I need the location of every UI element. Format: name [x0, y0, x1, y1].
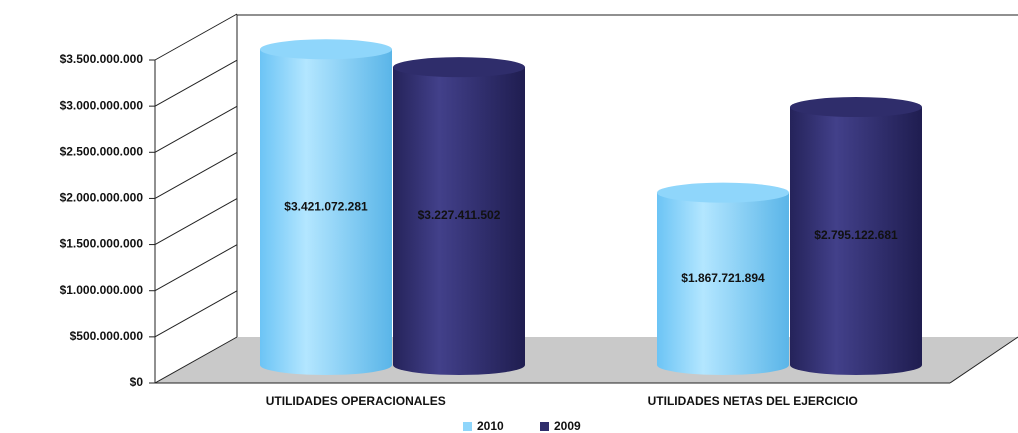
- data-label: $2.795.122.681: [814, 228, 898, 242]
- y-tick-label: $0: [130, 375, 144, 389]
- x-tick-label: UTILIDADES OPERACIONALES: [266, 394, 446, 408]
- legend-swatch: [540, 422, 549, 431]
- grid-line: [154, 105, 238, 153]
- y-tick-label: $1.000.000.000: [60, 283, 144, 297]
- grid-line: [154, 290, 238, 338]
- cylinder-top: [393, 57, 525, 78]
- y-tick-label: $1.500.000.000: [60, 237, 144, 251]
- data-label: $1.867.721.894: [681, 271, 765, 285]
- grid-line: [154, 198, 238, 246]
- grid-line: [154, 13, 238, 61]
- grid-line: [154, 336, 238, 384]
- y-tick-label: $500.000.000: [70, 329, 144, 343]
- cylinder-body: [260, 49, 392, 375]
- legend-label: 2009: [554, 419, 581, 433]
- floor-edge: [949, 336, 1018, 384]
- grid-line: [154, 59, 238, 107]
- data-label: $3.421.072.281: [284, 199, 368, 213]
- cylinder-top: [260, 39, 392, 60]
- legend-label: 2010: [477, 419, 504, 433]
- cylinder-body: [790, 107, 922, 375]
- y-tick-label: $2.500.000.000: [60, 144, 144, 158]
- back-wall: [236, 14, 1018, 337]
- x-tick-label: UTILIDADES NETAS DEL EJERCICIO: [648, 394, 858, 408]
- legend-swatch: [463, 422, 472, 431]
- grid-line: [154, 244, 238, 292]
- y-tick-label: $3.000.000.000: [60, 98, 144, 112]
- cylinder-top: [657, 182, 789, 203]
- cylinder-top: [790, 97, 922, 118]
- grid-line: [154, 151, 238, 199]
- cylinder-body: [657, 192, 789, 375]
- data-label: $3.227.411.502: [418, 208, 501, 222]
- y-tick-label: $2.000.000.000: [60, 191, 144, 205]
- cylinder-body: [393, 67, 525, 376]
- y-tick-label: $3.500.000.000: [60, 52, 144, 66]
